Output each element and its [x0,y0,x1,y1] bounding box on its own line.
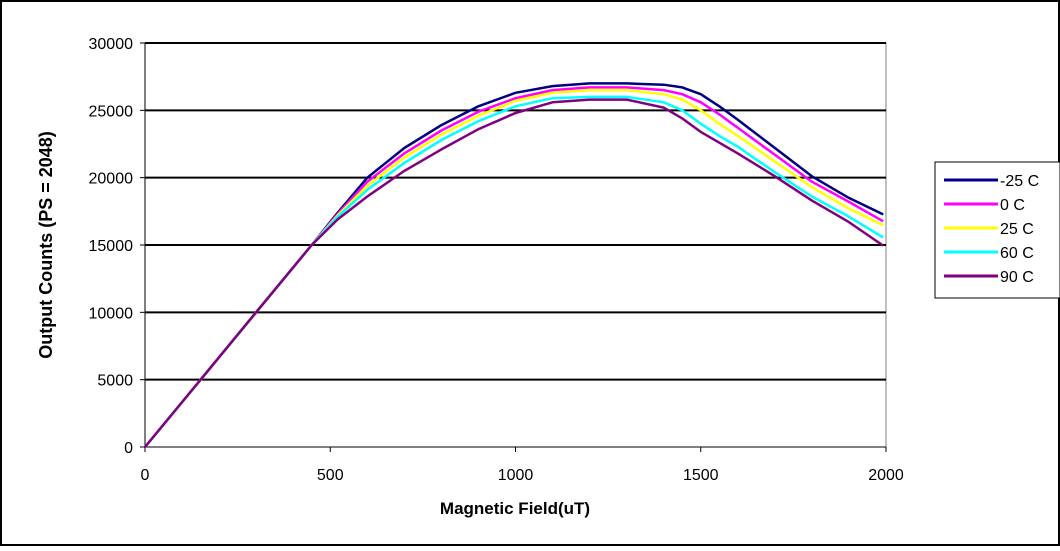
series-lines [143,82,884,449]
x-tick-label: 0 [141,467,150,484]
y-tick-label: 25000 [89,103,134,120]
x-axis-label: Magnetic Field(uT) [440,499,590,518]
x-tick-label: 2000 [868,467,904,484]
y-tick-label: 0 [124,440,133,457]
x-tick-label: 500 [317,467,344,484]
legend-label: -25 C [1000,173,1039,190]
series-line-4 [143,98,884,449]
legend-label: 25 C [1000,221,1034,238]
y-tick-label: 5000 [97,373,133,390]
y-tick-label: 15000 [89,238,134,255]
y-tick-label: 10000 [89,305,134,322]
y-axis-label: Output Counts (PS = 2048) [36,131,56,359]
x-tick-label: 1000 [498,467,534,484]
legend-label: 90 C [1000,269,1034,286]
legend-box [934,161,1060,299]
y-tick-label: 20000 [89,171,134,188]
tick-labels: 0 5000 10000 15000 20000 25000 30000 0 500 1000 15… [89,36,904,484]
legend-label: 60 C [1000,245,1034,262]
y-tick-label: 30000 [89,36,134,53]
legend-label: 0 C [1000,197,1025,214]
gridlines [145,42,886,381]
x-tick-label: 1500 [683,467,719,484]
legend: -25 C 0 C 25 C 60 C 90 C [934,161,1060,299]
